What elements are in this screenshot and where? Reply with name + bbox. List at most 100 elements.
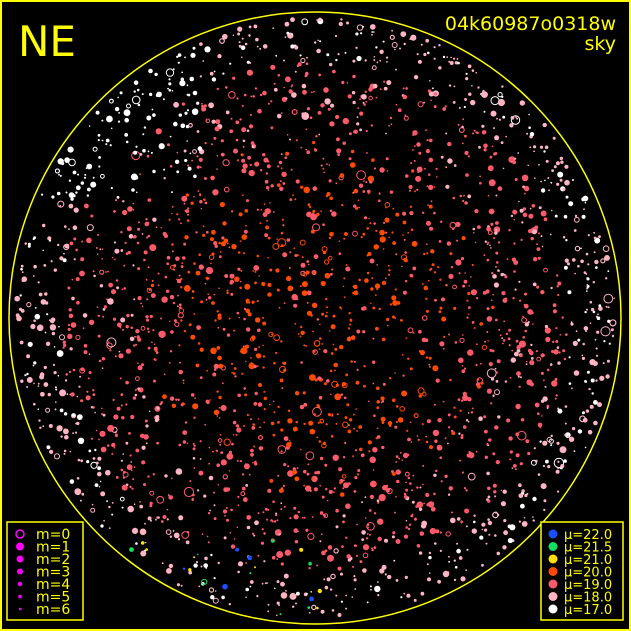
legend-label-mu-1: μ=21.5 bbox=[564, 541, 612, 556]
star bbox=[434, 439, 438, 443]
star bbox=[516, 430, 527, 441]
star bbox=[385, 157, 389, 161]
star bbox=[230, 292, 234, 296]
star bbox=[583, 326, 589, 331]
star bbox=[262, 344, 264, 347]
star bbox=[337, 153, 340, 157]
star bbox=[245, 587, 249, 592]
star bbox=[512, 297, 515, 300]
star bbox=[83, 344, 88, 348]
star bbox=[321, 442, 327, 449]
star bbox=[43, 365, 47, 370]
star bbox=[388, 124, 391, 127]
star bbox=[458, 127, 465, 133]
star bbox=[229, 273, 235, 279]
star bbox=[181, 531, 190, 539]
star bbox=[342, 487, 345, 490]
star bbox=[488, 179, 496, 187]
star bbox=[289, 593, 297, 600]
star bbox=[426, 243, 428, 245]
star bbox=[345, 266, 351, 272]
star bbox=[253, 265, 260, 271]
star bbox=[326, 53, 330, 57]
star bbox=[152, 169, 156, 174]
star bbox=[520, 238, 523, 241]
star bbox=[371, 547, 373, 550]
star bbox=[299, 448, 302, 451]
star bbox=[284, 156, 288, 159]
star bbox=[425, 440, 429, 444]
star bbox=[213, 70, 216, 73]
star bbox=[461, 125, 464, 129]
star bbox=[293, 247, 296, 250]
star bbox=[518, 483, 522, 488]
star bbox=[281, 218, 284, 221]
star bbox=[99, 284, 104, 288]
star bbox=[147, 330, 150, 333]
star bbox=[169, 265, 175, 270]
star bbox=[382, 248, 385, 250]
star bbox=[558, 351, 561, 354]
star bbox=[237, 267, 241, 271]
star bbox=[395, 579, 399, 582]
star bbox=[287, 470, 294, 477]
star bbox=[115, 476, 119, 479]
star bbox=[353, 290, 359, 296]
star bbox=[462, 284, 466, 288]
legend-swatch-1 bbox=[548, 542, 558, 551]
star bbox=[178, 113, 182, 117]
star bbox=[368, 509, 372, 512]
star bbox=[492, 293, 495, 296]
star bbox=[511, 467, 514, 469]
star bbox=[468, 452, 475, 459]
star bbox=[432, 87, 434, 90]
star bbox=[120, 404, 123, 407]
star bbox=[171, 191, 173, 194]
star bbox=[44, 292, 48, 296]
star bbox=[370, 124, 373, 127]
star bbox=[334, 34, 338, 38]
star bbox=[382, 498, 384, 501]
star bbox=[76, 414, 83, 420]
star bbox=[313, 413, 316, 416]
star bbox=[565, 195, 569, 199]
star bbox=[387, 273, 391, 276]
star bbox=[592, 281, 595, 284]
star bbox=[62, 343, 67, 347]
star bbox=[27, 244, 31, 248]
star bbox=[329, 393, 332, 396]
star bbox=[272, 243, 280, 250]
star bbox=[145, 315, 149, 319]
star bbox=[580, 247, 582, 250]
star bbox=[453, 57, 456, 60]
star bbox=[262, 316, 264, 319]
star bbox=[291, 92, 297, 98]
star bbox=[320, 103, 325, 108]
star bbox=[350, 335, 356, 341]
star bbox=[484, 340, 487, 343]
star bbox=[110, 289, 117, 295]
star bbox=[116, 196, 120, 199]
star bbox=[136, 191, 138, 194]
star bbox=[461, 365, 464, 367]
star bbox=[327, 545, 333, 550]
star bbox=[97, 139, 100, 142]
star bbox=[587, 234, 590, 237]
star bbox=[595, 266, 598, 269]
star bbox=[342, 520, 345, 524]
star bbox=[528, 229, 533, 234]
star bbox=[603, 293, 614, 304]
brightness-legend: μ=22.0μ=21.5μ=21.0μ=20.0μ=19.0μ=18.0μ=17… bbox=[540, 521, 624, 621]
star bbox=[69, 450, 72, 453]
star bbox=[582, 342, 585, 346]
star bbox=[410, 228, 414, 232]
legend-label-mu-4: μ=19.0 bbox=[564, 578, 612, 593]
star bbox=[426, 419, 431, 424]
star bbox=[356, 170, 367, 181]
star bbox=[572, 258, 576, 262]
legend-marker-1 bbox=[16, 542, 24, 551]
star bbox=[248, 362, 255, 370]
star bbox=[337, 613, 342, 617]
star bbox=[321, 312, 325, 316]
star bbox=[178, 344, 181, 347]
